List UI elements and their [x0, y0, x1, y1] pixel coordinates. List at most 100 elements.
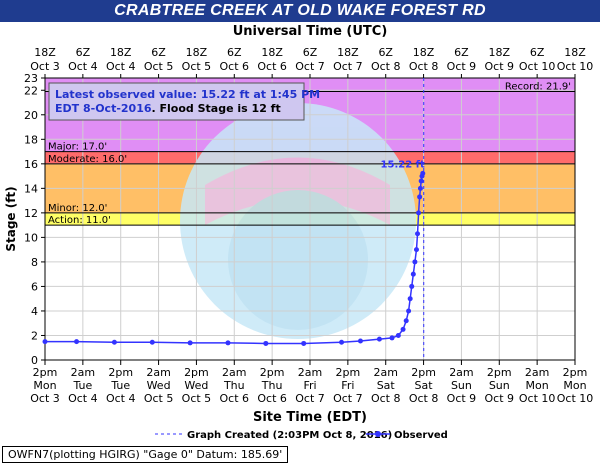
flood-label-action: Action: 11.0' [48, 215, 111, 226]
y-tick-label: 20 [24, 109, 38, 122]
info-line-2-flood: . Flood Stage is 12 ft [152, 102, 281, 115]
observed-point [395, 332, 401, 338]
top-tick-label: Oct 9 [447, 60, 477, 73]
top-tick-label: 18Z [489, 46, 511, 59]
x-tick-label: Thu [223, 379, 245, 392]
top-tick-label: 18Z [110, 46, 132, 59]
top-tick-label: 18Z [564, 46, 586, 59]
y-tick-label: 12 [24, 207, 38, 220]
x-tick-label: Oct 8 [409, 392, 439, 405]
latest-value-label: 15.22 ft [381, 159, 425, 170]
x-tick-label: Oct 5 [144, 392, 174, 405]
x-tick-label: Oct 7 [333, 392, 363, 405]
datum-footer: OWFN7(plotting HGIRG) "Gage 0" Datum: 18… [2, 446, 289, 463]
observed-point [74, 339, 80, 345]
x-tick-label: 2am [525, 366, 549, 379]
y-tick-label: 2 [31, 329, 38, 342]
x-tick-label: 2pm [108, 366, 133, 379]
top-tick-label: Oct 4 [68, 60, 98, 73]
x-tick-label: 2am [298, 366, 322, 379]
top-tick-label: Oct 6 [220, 60, 250, 73]
observed-point [406, 308, 412, 314]
observed-point [418, 178, 424, 184]
flood-label-moderate: Moderate: 16.0' [48, 154, 127, 165]
observed-point [376, 336, 382, 342]
x-tick-label: Sun [489, 379, 510, 392]
x-tick-label: Wed [184, 379, 208, 392]
top-tick-label: Oct 5 [144, 60, 174, 73]
top-tick-label: 6Z [303, 46, 318, 59]
x-tick-label: 2pm [336, 366, 361, 379]
flood-label-record: Record: 21.9' [505, 81, 571, 92]
x-tick-label: Oct 7 [295, 392, 325, 405]
x-tick-label: Fri [303, 379, 316, 392]
top-tick-label: 18Z [261, 46, 283, 59]
y-tick-label: 6 [31, 280, 38, 293]
x-tick-label: Oct 9 [447, 392, 477, 405]
x-tick-label: 2am [373, 366, 397, 379]
x-tick-label: Oct 4 [68, 392, 98, 405]
y-tick-label: 16 [24, 158, 38, 171]
top-tick-label: Oct 4 [106, 60, 136, 73]
y-tick-label: 22 [24, 84, 38, 97]
top-tick-label: Oct 10 [557, 60, 594, 73]
x-tick-label: Oct 10 [519, 392, 556, 405]
x-tick-label: Oct 6 [220, 392, 250, 405]
x-tick-label: Sun [451, 379, 472, 392]
observed-point [389, 335, 395, 341]
top-tick-label: Oct 6 [257, 60, 287, 73]
legend-observed-marker [375, 431, 381, 437]
y-axis-title: Stage (ft) [4, 186, 18, 251]
flood-band-labels: Record: 21.9' Major: 17.0'Moderate: 16.0'… [45, 81, 575, 226]
top-tick-label: 6Z [227, 46, 242, 59]
x-tick-label: Mon [33, 379, 56, 392]
x-tick-label: 2pm [33, 366, 58, 379]
top-tick-label: 6Z [151, 46, 166, 59]
info-box: Latest observed value: 15.22 ft at 1:45 … [48, 82, 320, 121]
observed-point [417, 185, 423, 191]
x-tick-label: 2pm [260, 366, 285, 379]
top-tick-label: Oct 7 [295, 60, 325, 73]
observed-point [417, 194, 423, 200]
x-tick-label: Oct 5 [182, 392, 212, 405]
x-tick-label: 2pm [411, 366, 436, 379]
x-tick-label: Mon [563, 379, 586, 392]
observed-point [400, 326, 406, 332]
y-tick-label: 18 [24, 133, 38, 146]
legend-created-label: Graph Created (2:03PM Oct 8, 2016) [187, 430, 392, 441]
observed-point [225, 340, 231, 346]
x-tick-label: Oct 10 [557, 392, 594, 405]
info-line-2-date: EDT 8-Oct-2016 [55, 102, 152, 115]
top-tick-label: 18Z [337, 46, 359, 59]
x-tick-label: Sat [415, 379, 434, 392]
top-tick-label: Oct 7 [333, 60, 363, 73]
y-tick-label: 8 [31, 256, 38, 269]
top-tick-label: Oct 8 [371, 60, 401, 73]
top-tick-label: 18Z [186, 46, 208, 59]
x-tick-label: 2pm [184, 366, 209, 379]
x-tick-label: 2am [146, 366, 170, 379]
observed-point [409, 283, 415, 289]
top-tick-label: 18Z [413, 46, 435, 59]
y-tick-label: 4 [31, 305, 38, 318]
observed-point [187, 340, 193, 346]
observed-point [339, 339, 345, 345]
top-axis-title: Universal Time (UTC) [233, 24, 388, 39]
observed-point [149, 339, 155, 345]
observed-point [407, 296, 413, 302]
top-tick-label: 6Z [454, 46, 469, 59]
legend-observed-label: Observed [394, 430, 448, 441]
x-tick-label: Oct 9 [485, 392, 515, 405]
observed-point [42, 339, 48, 345]
top-tick-label: Oct 5 [182, 60, 212, 73]
flood-label-minor: Minor: 12.0' [48, 203, 107, 214]
y-tick-label: 0 [31, 354, 38, 367]
top-tick-label: 18Z [34, 46, 56, 59]
x-tick-label: Thu [261, 379, 283, 392]
observed-point [410, 271, 416, 277]
flood-label-major: Major: 17.0' [48, 142, 107, 153]
observed-point [357, 338, 363, 344]
x-tick-label: 2am [71, 366, 95, 379]
